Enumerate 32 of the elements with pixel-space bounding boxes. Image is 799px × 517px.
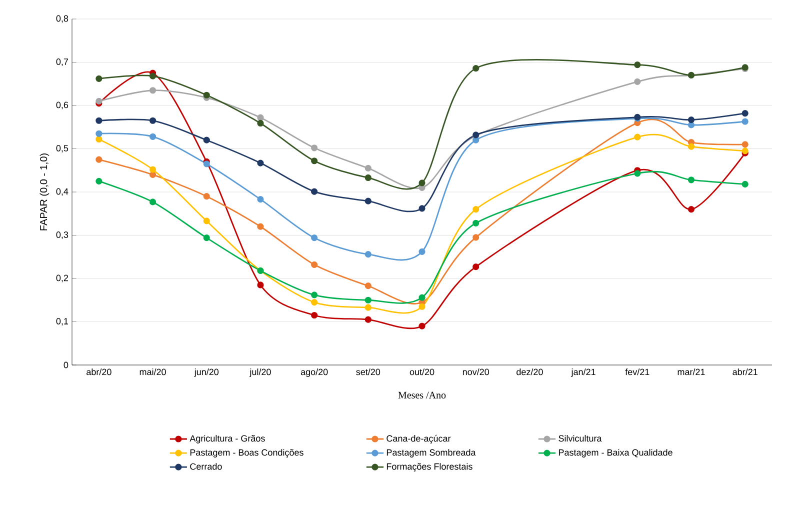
y-tick-label: 0,7 bbox=[56, 58, 68, 66]
y-tick-label: 0 bbox=[64, 362, 68, 368]
legend-label: Pastagem - Boas Condições bbox=[190, 449, 304, 458]
x-tick-label: jun/20 bbox=[194, 368, 219, 377]
y-tick-label: 0,8 bbox=[56, 15, 68, 23]
x-tick-label: jan/21 bbox=[571, 368, 596, 377]
x-tick-label: out/20 bbox=[410, 368, 434, 376]
legend-label: Cerrado bbox=[190, 463, 222, 470]
y-tick-label: 0,6 bbox=[56, 102, 68, 110]
y-axis-title: FAPAR (0,0 - 1,0) bbox=[40, 154, 50, 230]
x-tick-label: fev/21 bbox=[625, 368, 650, 376]
y-tick-label: 0,3 bbox=[56, 232, 68, 239]
legend-label: Formações Florestais bbox=[386, 463, 472, 472]
legend-label: Silvicultura bbox=[558, 434, 602, 442]
x-tick-label: abr/20 bbox=[86, 368, 112, 376]
y-tick-label: 0,4 bbox=[56, 188, 68, 196]
legend-label: Pastagem Sombreada bbox=[386, 449, 476, 458]
y-tick-label: 0,5 bbox=[56, 145, 68, 152]
y-tick-label: 0,2 bbox=[56, 274, 68, 282]
legend-label: Pastagem - Baixa Qualidade bbox=[558, 449, 672, 458]
x-tick-label: nov/20 bbox=[462, 368, 490, 376]
x-tick-label: jul/20 bbox=[249, 368, 271, 377]
x-tick-label: dez/20 bbox=[516, 368, 543, 376]
x-tick-label: abr/21 bbox=[732, 368, 758, 376]
legend-label: Cana-de-açúcar bbox=[386, 434, 451, 444]
x-tick-label: set/20 bbox=[356, 368, 380, 376]
x-axis-title: Meses /Ano bbox=[398, 392, 446, 398]
x-tick-label: mar/21 bbox=[678, 368, 705, 376]
x-tick-label: mai/20 bbox=[140, 368, 166, 376]
y-tick-label: 0,1 bbox=[56, 318, 68, 326]
x-tick-label: ago/20 bbox=[300, 368, 328, 377]
legend-label: Agricultura - Grãos bbox=[190, 434, 265, 444]
